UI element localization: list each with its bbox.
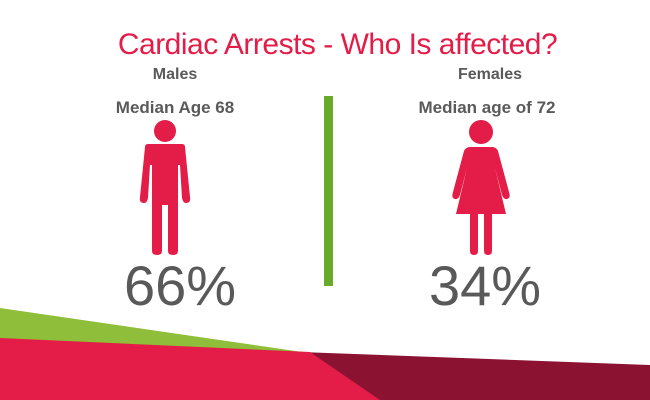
males-median-age: Median Age 68 [115, 98, 235, 117]
footer-red-band [0, 338, 380, 400]
males-percentage: 66% [123, 254, 237, 317]
male-person-icon [139, 120, 191, 255]
footer-dark-red-band [290, 352, 650, 400]
females-label: Females [457, 66, 523, 83]
divider [324, 96, 333, 286]
females-median-age: Median age of 72 [418, 98, 556, 117]
female-person-icon [452, 120, 510, 255]
males-label: Males [152, 66, 198, 83]
females-percentage: 34% [428, 254, 542, 317]
page-title: Cardiac Arrests - Who Is affected? [117, 28, 558, 61]
